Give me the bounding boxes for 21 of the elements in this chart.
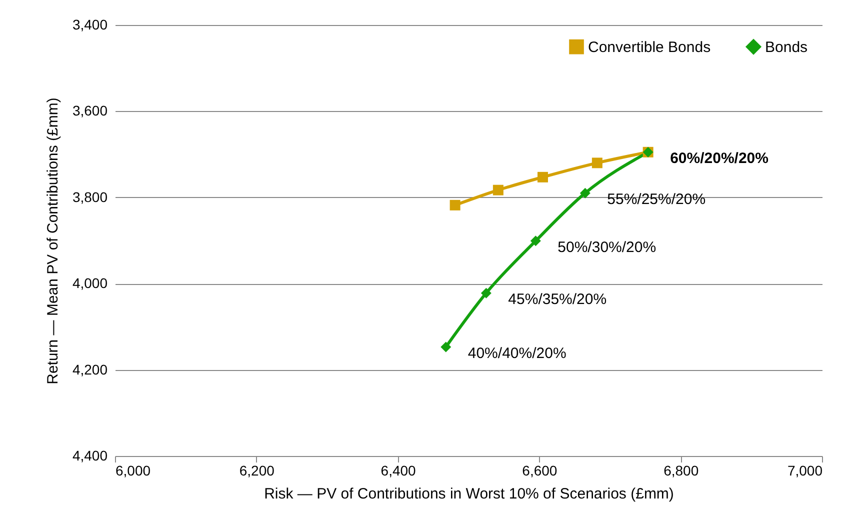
y-tick-label: 4,000 xyxy=(72,275,108,292)
x-tick-label: 6,000 xyxy=(116,462,151,478)
annotation: 55%/25%/20% xyxy=(607,191,706,208)
y-tick-label: 3,800 xyxy=(72,188,108,205)
annotation: 50%/30%/20% xyxy=(558,238,656,256)
legend-label: Bonds xyxy=(765,38,808,56)
x-tick-label: 6,200 xyxy=(239,462,275,478)
x-tick-label: 7,000 xyxy=(787,462,823,478)
x-tick-label: 6,800 xyxy=(664,462,699,478)
y-tick-label: 4,200 xyxy=(72,361,108,378)
annotation: 40%/40%/20% xyxy=(468,344,566,362)
annotation: 60%/20%/20% xyxy=(670,150,768,168)
legend-label: Convertible Bonds xyxy=(588,38,711,56)
x-tick-label: 6,400 xyxy=(380,462,416,478)
annotation: 45%/35%/20% xyxy=(508,291,607,308)
x-tick-label: 6,600 xyxy=(522,462,558,478)
y-axis-title: Return — Mean PV of Contributions (£mm) xyxy=(44,98,62,384)
y-tick-label: 4,400 xyxy=(72,448,108,464)
y-tick-label: 3,600 xyxy=(72,102,108,119)
y-tick-label: 3,400 xyxy=(72,16,108,32)
x-axis-title: Risk — PV of Contributions in Worst 10% of Scenarios (£mm) xyxy=(264,486,674,502)
